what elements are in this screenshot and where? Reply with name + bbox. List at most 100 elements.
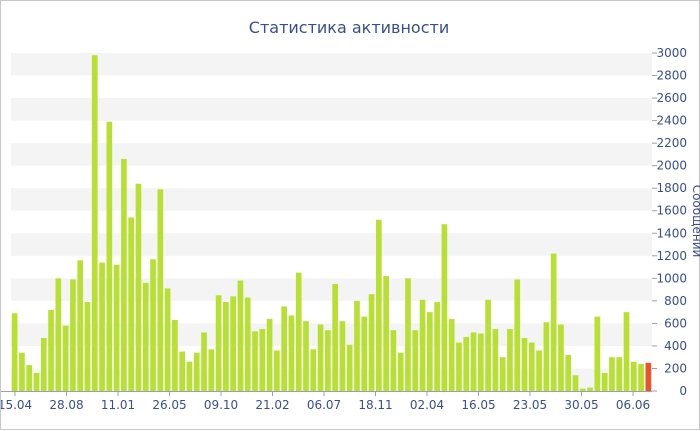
bar[interactable] xyxy=(84,301,91,391)
bar[interactable] xyxy=(558,324,564,391)
bar[interactable] xyxy=(150,259,156,391)
bar[interactable] xyxy=(99,262,105,391)
bar[interactable] xyxy=(40,338,47,391)
bar[interactable] xyxy=(536,350,542,391)
bar[interactable] xyxy=(543,322,550,391)
bar[interactable] xyxy=(259,329,266,391)
bar[interactable] xyxy=(172,320,178,391)
bar[interactable] xyxy=(390,330,397,391)
x-tick-label: 06.07 xyxy=(307,398,341,412)
bar[interactable] xyxy=(485,299,491,391)
bar[interactable] xyxy=(521,338,528,391)
bar[interactable] xyxy=(587,387,593,391)
bar[interactable] xyxy=(77,260,84,391)
bar[interactable] xyxy=(499,357,506,391)
y-tick-label: 1400 xyxy=(656,226,687,240)
bar[interactable] xyxy=(594,316,601,391)
y-tick-label: 800 xyxy=(664,294,687,308)
bar[interactable] xyxy=(630,361,637,391)
bar[interactable] xyxy=(434,301,440,391)
bar[interactable] xyxy=(572,375,579,391)
bar[interactable] xyxy=(507,329,513,391)
bar[interactable] xyxy=(11,313,18,391)
grid-band xyxy=(11,368,652,391)
y-tick-label: 2600 xyxy=(656,91,687,105)
bar[interactable] xyxy=(157,189,164,391)
bar[interactable] xyxy=(113,264,120,391)
bar[interactable] xyxy=(638,363,644,391)
bar[interactable] xyxy=(623,312,630,391)
bar[interactable] xyxy=(164,288,171,391)
bar[interactable] xyxy=(281,306,287,392)
bar[interactable] xyxy=(19,352,25,391)
bar[interactable] xyxy=(62,325,69,391)
bar[interactable] xyxy=(412,330,419,391)
bar[interactable] xyxy=(419,299,426,391)
bar-current[interactable] xyxy=(645,362,652,391)
bar[interactable] xyxy=(70,279,76,391)
bar[interactable] xyxy=(244,297,251,391)
x-tick-label: 23.05 xyxy=(513,398,547,412)
bar[interactable] xyxy=(456,342,462,391)
bar[interactable] xyxy=(579,388,586,391)
bar[interactable] xyxy=(128,217,135,391)
bar[interactable] xyxy=(463,336,470,391)
bar[interactable] xyxy=(383,276,389,391)
x-tick-label: 09.10 xyxy=(204,398,238,412)
bar[interactable] xyxy=(441,224,448,391)
bar[interactable] xyxy=(332,283,338,391)
grid-band xyxy=(11,323,652,346)
bar[interactable] xyxy=(354,300,360,391)
bar[interactable] xyxy=(317,324,324,391)
bar[interactable] xyxy=(208,349,215,391)
bar[interactable] xyxy=(266,318,273,391)
bar[interactable] xyxy=(91,55,98,391)
bar[interactable] xyxy=(303,321,309,391)
bar[interactable] xyxy=(135,183,142,391)
bar[interactable] xyxy=(237,280,244,391)
grid-band xyxy=(11,278,652,301)
bar[interactable] xyxy=(223,301,229,391)
bar[interactable] xyxy=(470,332,477,391)
bar[interactable] xyxy=(48,309,54,391)
bar[interactable] xyxy=(325,330,331,391)
bar[interactable] xyxy=(274,350,280,391)
bar[interactable] xyxy=(215,295,222,391)
bar[interactable] xyxy=(550,253,557,391)
bar[interactable] xyxy=(405,278,411,391)
bar[interactable] xyxy=(616,357,623,391)
bar[interactable] xyxy=(368,294,375,391)
bar[interactable] xyxy=(179,351,186,391)
bar[interactable] xyxy=(448,318,455,391)
bar[interactable] xyxy=(142,282,149,391)
bar[interactable] xyxy=(230,296,236,391)
bar[interactable] xyxy=(514,279,521,391)
bar[interactable] xyxy=(339,321,346,391)
bar[interactable] xyxy=(346,344,353,391)
bar[interactable] xyxy=(528,342,535,391)
bar[interactable] xyxy=(601,372,608,391)
bar[interactable] xyxy=(26,365,33,391)
bar[interactable] xyxy=(376,219,382,391)
bar[interactable] xyxy=(55,278,62,391)
bar[interactable] xyxy=(252,331,258,391)
bar[interactable] xyxy=(288,315,295,391)
bar[interactable] xyxy=(295,272,302,391)
y-axis-label: Сообщений xyxy=(690,185,700,258)
bar[interactable] xyxy=(193,352,200,391)
bar[interactable] xyxy=(477,333,484,391)
y-axis-ticks: 0 200 400 600 800 1000 1200 1400 1600 1800 2000 220… xyxy=(652,46,687,398)
bar[interactable] xyxy=(492,329,499,391)
bar[interactable] xyxy=(121,158,127,391)
bar[interactable] xyxy=(106,121,113,391)
bar[interactable] xyxy=(310,349,317,391)
bar[interactable] xyxy=(426,312,433,391)
bar[interactable] xyxy=(397,352,404,391)
bar[interactable] xyxy=(201,332,207,391)
bar[interactable] xyxy=(609,357,615,391)
bar[interactable] xyxy=(186,361,193,391)
bar[interactable] xyxy=(361,316,368,391)
bar[interactable] xyxy=(33,372,40,391)
bar[interactable] xyxy=(565,354,572,391)
